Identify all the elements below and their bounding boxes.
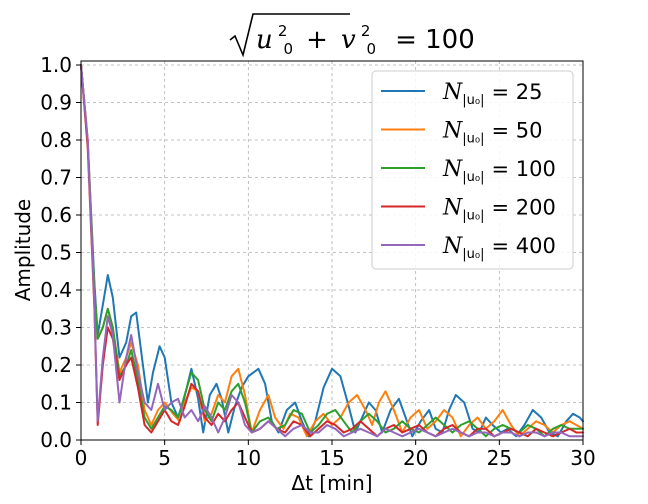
y-tick-label: 0.5 (40, 241, 72, 265)
legend-value: = 200 (491, 196, 555, 220)
y-tick-label: 0.1 (40, 391, 72, 415)
legend-var-n: N (442, 119, 463, 144)
legend-subscript: |u₀| (462, 132, 484, 147)
x-tick-label: 0 (75, 446, 88, 470)
legend-box (371, 70, 574, 270)
title-var-v: v (341, 25, 356, 55)
legend-label-2: N|u₀| = 100 (442, 157, 556, 185)
svg-text:u 2 0 +: u 2 0 + v 2 0 = 100 (256, 21, 475, 58)
y-tick-label: 0.9 (40, 91, 72, 115)
x-tick-label: 20 (403, 446, 428, 470)
legend-var-n: N (442, 196, 463, 221)
y-tick-label: 0.2 (40, 353, 72, 377)
x-tick-label: 5 (158, 446, 171, 470)
y-tick-label: 0.4 (40, 278, 72, 302)
title-sup-u: 2 (278, 22, 288, 40)
legend-label-4: N|u₀| = 400 (442, 234, 556, 262)
y-tick-label: 0.8 (40, 128, 72, 152)
y-tick-label: 0.7 (40, 166, 72, 190)
title-sub-v: 0 (366, 40, 376, 58)
legend-value: = 50 (491, 119, 542, 143)
legend-subscript: |u₀| (462, 93, 484, 108)
title-equals: = 100 (395, 25, 475, 55)
y-axis-label: Amplitude (11, 199, 35, 302)
x-tick-label: 30 (570, 446, 595, 470)
series-layer (80, 64, 584, 438)
legend-value: = 400 (491, 234, 555, 258)
legend-var-n: N (442, 234, 463, 259)
y-tick-label: 0.6 (40, 203, 72, 227)
legend-subscript: |u₀| (462, 170, 484, 185)
legend-subscript: |u₀| (462, 247, 484, 262)
x-tick-label: 25 (487, 446, 512, 470)
series-line-1 (80, 64, 584, 438)
title-sub-u: 0 (283, 40, 293, 58)
title-var-u: u (256, 25, 273, 55)
series-line-4 (80, 64, 584, 438)
axis-ticks: 0 5 10 15 20 25 30 0.0 0.1 0.2 0.3 0.4 0.5 0.6 0.7 0.8 0… (40, 53, 596, 470)
y-tick-label: 1.0 (40, 53, 72, 77)
legend-subscript: |u₀| (462, 209, 484, 224)
legend-label-1: N|u₀| = 50 (442, 119, 542, 147)
series-line-2 (80, 64, 584, 438)
x-axis-label: Δt [min] (291, 471, 372, 495)
title-plus: + (306, 25, 328, 55)
chart-title: u 2 0 + v 2 0 = 100 (229, 13, 475, 58)
y-tick-label: 0.3 (40, 316, 72, 340)
legend-value: = 25 (491, 80, 542, 104)
legend-label-0: N|u₀| = 25 (442, 80, 542, 108)
y-tick-label: 0.0 (40, 428, 72, 452)
legend-value: = 100 (491, 157, 555, 181)
legend-var-n: N (442, 157, 463, 182)
x-tick-label: 10 (236, 446, 261, 470)
legend-label-3: N|u₀| = 200 (442, 196, 556, 224)
legend-var-n: N (442, 80, 463, 105)
x-tick-label: 15 (319, 446, 344, 470)
title-sup-v: 2 (361, 22, 371, 40)
title-sqrt-sign (229, 13, 350, 58)
